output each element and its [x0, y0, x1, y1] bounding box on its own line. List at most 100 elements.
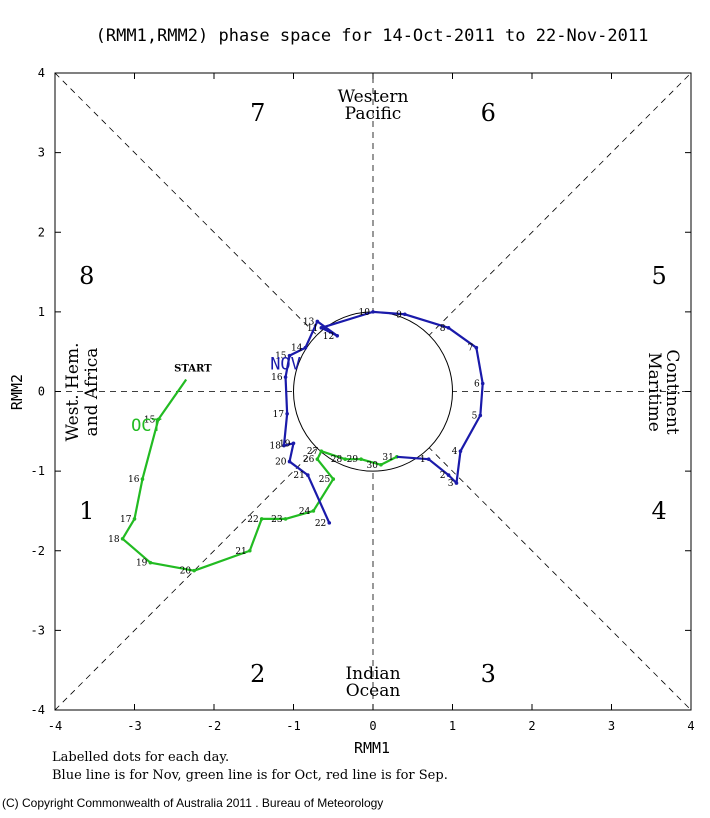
- day-label: 19: [279, 439, 291, 449]
- day-label: 7: [468, 344, 474, 354]
- day-label: 1: [420, 455, 426, 465]
- phase-number: 1: [79, 497, 94, 525]
- y-tick-label: 4: [38, 66, 45, 80]
- phase-number: 7: [250, 99, 265, 127]
- day-dot: [315, 319, 320, 324]
- day-label: 2: [440, 471, 446, 481]
- phase-number: 5: [652, 262, 667, 290]
- phase-number: 2: [250, 660, 265, 688]
- day-dot: [156, 417, 161, 422]
- day-label: 21: [235, 547, 246, 557]
- day-dot: [247, 548, 252, 553]
- phase-number: 8: [79, 262, 94, 290]
- series-line-oct: [121, 378, 398, 572]
- day-dot: [478, 413, 483, 418]
- day-label: 14: [291, 344, 303, 354]
- day-label: 5: [472, 411, 478, 421]
- day-dot: [132, 517, 137, 521]
- x-axis-label: RMM1: [354, 739, 390, 757]
- day-label: 11: [307, 324, 318, 334]
- phase-divider-diagonal: [54, 72, 692, 711]
- day-label: 15: [144, 415, 156, 425]
- x-tick-label: 3: [608, 719, 615, 733]
- day-label: 24: [299, 507, 311, 517]
- y-tick-label: 0: [38, 385, 45, 399]
- day-dot: [331, 477, 336, 481]
- day-label: 30: [366, 461, 378, 471]
- day-dot: [327, 521, 332, 525]
- phase-number: 4: [652, 497, 667, 525]
- day-label: 19: [136, 559, 148, 569]
- day-dot: [311, 509, 316, 513]
- day-dot: [303, 345, 308, 350]
- day-label: 12: [323, 332, 334, 342]
- day-dot: [480, 381, 485, 386]
- x-tick-label: -2: [207, 719, 221, 733]
- x-tick-label: -3: [127, 719, 141, 733]
- phase-number: 3: [481, 660, 496, 688]
- day-label: 4: [452, 447, 458, 457]
- x-tick-label: -4: [48, 719, 62, 733]
- start-label: START: [174, 364, 212, 375]
- month-label-oct: OCT: [131, 416, 162, 436]
- day-dot: [306, 473, 310, 477]
- day-dot: [426, 457, 431, 461]
- region-label-west-hem-africa: West. Hem.: [63, 343, 83, 442]
- footer-note-1: Labelled dots for each day.: [52, 750, 230, 765]
- day-dot: [259, 517, 264, 521]
- region-label-western-pacific: Pacific: [345, 104, 402, 124]
- region-label-west-hem-africa: and Africa: [82, 348, 102, 437]
- day-label: 27: [307, 447, 319, 457]
- day-dot: [287, 353, 292, 358]
- day-label: 29: [347, 455, 359, 465]
- day-label: 31: [382, 453, 393, 463]
- day-label: 26: [303, 455, 315, 465]
- day-label: 6: [474, 380, 480, 390]
- y-axis-label: RMM2: [8, 374, 26, 410]
- y-tick-label: 1: [38, 305, 45, 319]
- day-dot: [371, 310, 375, 314]
- region-label-indian-ocean: Indian: [345, 664, 400, 684]
- day-dot: [359, 457, 363, 461]
- day-label: 23: [271, 515, 283, 525]
- day-dot: [287, 459, 292, 464]
- day-label: 28: [331, 455, 343, 465]
- y-tick-label: 3: [38, 146, 45, 160]
- chart-title: (RMM1,RMM2) phase space for 14-Oct-2011 …: [96, 26, 649, 46]
- region-label-western-pacific: Western: [338, 87, 409, 107]
- x-tick-label: 4: [687, 719, 694, 733]
- x-tick-label: -1: [286, 719, 300, 733]
- y-tick-label: -3: [31, 623, 45, 637]
- day-label: 16: [128, 475, 140, 485]
- day-dot: [379, 462, 383, 467]
- day-label: 20: [180, 567, 192, 577]
- y-tick-label: -4: [31, 703, 45, 717]
- day-dot: [282, 443, 286, 448]
- month-label-nov: NOV: [270, 355, 301, 375]
- day-label: 22: [247, 515, 258, 525]
- phase-number: 6: [481, 99, 496, 127]
- day-dot: [291, 441, 296, 446]
- day-dot: [283, 517, 288, 521]
- day-dot: [446, 473, 451, 477]
- day-label: 17: [120, 515, 132, 525]
- day-dot: [120, 537, 125, 541]
- day-label: 18: [270, 442, 282, 452]
- day-label: 15: [275, 352, 287, 362]
- day-label: 25: [319, 475, 331, 485]
- x-tick-label: 0: [369, 719, 376, 733]
- day-dot: [446, 326, 451, 330]
- copyright-notice: (C) Copyright Commonwealth of Australia …: [2, 796, 384, 810]
- day-dot: [454, 481, 459, 485]
- day-dot: [192, 568, 196, 573]
- day-dot: [315, 457, 320, 461]
- day-label: 9: [396, 310, 402, 320]
- day-dot: [343, 457, 347, 461]
- day-dot: [148, 560, 153, 565]
- y-tick-label: -2: [31, 544, 45, 558]
